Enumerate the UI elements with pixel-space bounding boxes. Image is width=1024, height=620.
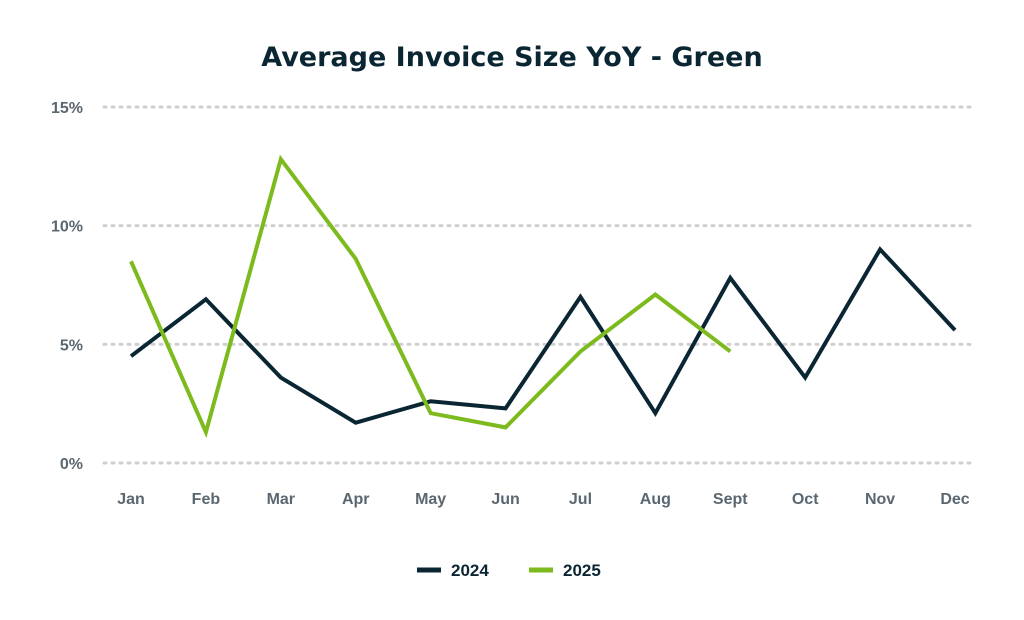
x-tick-label: Apr <box>342 491 370 508</box>
x-tick-label: Feb <box>192 491 221 508</box>
x-tick-label: Sept <box>713 491 748 508</box>
x-tick-label: Oct <box>792 491 819 508</box>
legend: 2024 2025 <box>417 561 601 580</box>
series-line-2025 <box>129 154 732 439</box>
x-tick-label: Jan <box>117 491 145 508</box>
y-tick-label: 5% <box>60 337 83 354</box>
x-axis-ticks: Jan Feb Mar Apr May Jun Jul Aug Sept Oct Nov Dec <box>117 491 970 508</box>
series-line-2024 <box>129 246 957 425</box>
x-tick-label: Dec <box>940 491 969 508</box>
y-tick-label: 10% <box>51 219 83 236</box>
chart-title: Average Invoice Size YoY - Green <box>261 42 762 73</box>
series-lines <box>129 154 957 439</box>
x-tick-label: Mar <box>267 491 295 508</box>
x-tick-label: May <box>415 491 446 508</box>
y-axis-ticks: 0% 5% 10% 15% <box>51 100 83 473</box>
x-tick-label: Aug <box>640 491 671 508</box>
grid-lines <box>102 105 972 465</box>
x-tick-label: Jun <box>491 491 519 508</box>
legend-label-2025: 2025 <box>563 561 601 580</box>
y-tick-label: 15% <box>51 100 83 117</box>
x-tick-label: Jul <box>569 491 592 508</box>
y-tick-label: 0% <box>60 456 83 473</box>
x-tick-label: Nov <box>865 491 895 508</box>
legend-label-2024: 2024 <box>451 561 489 580</box>
